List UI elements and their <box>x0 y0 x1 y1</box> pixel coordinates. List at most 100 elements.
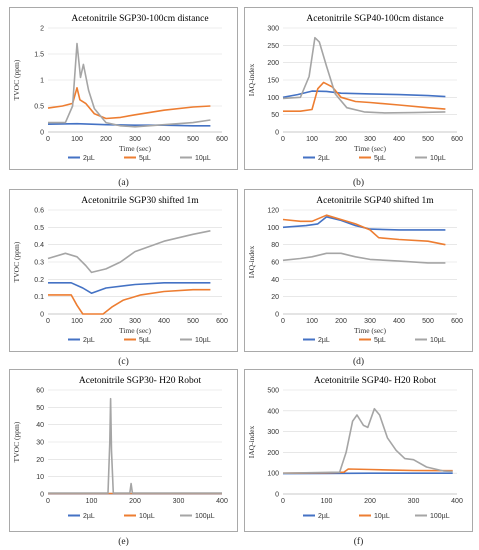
x-tick-label: 300 <box>408 498 420 505</box>
chart-title: Acetonitrile SGP30 shifted 1m <box>81 195 199 206</box>
x-tick-label: 100 <box>86 498 98 505</box>
x-tick-label: 0 <box>281 136 285 143</box>
y-tick-label: 50 <box>271 112 279 119</box>
y-tick-label: 1 <box>40 78 44 85</box>
legend-label: 10µL <box>430 337 446 344</box>
x-tick-label: 200 <box>364 498 376 505</box>
y-tick-label: 0.3 <box>34 260 44 267</box>
x-tick-label: 200 <box>335 318 347 325</box>
y-tick-label: 20 <box>271 294 279 301</box>
x-tick-label: 200 <box>100 136 112 143</box>
x-tick-label: 400 <box>393 318 405 325</box>
y-tick-label: 0 <box>275 312 279 319</box>
y-tick-label: 100 <box>267 95 279 102</box>
x-tick-label: 400 <box>158 318 170 325</box>
y-axis-label: TVOC (ppm) <box>12 59 21 100</box>
y-tick-label: 40 <box>271 277 279 284</box>
panel-caption: (d) <box>352 357 365 367</box>
legend-label: 2µL <box>83 513 95 520</box>
y-tick-label: 0.5 <box>34 225 44 232</box>
y-tick-label: 80 <box>271 242 279 249</box>
y-tick-label: 400 <box>267 408 279 415</box>
chart-svg: Acetonitrile SGP40-100cm distance 0 50 100 1… <box>247 14 463 162</box>
y-tick-label: 50 <box>36 405 44 412</box>
series-line-100µL <box>48 397 222 494</box>
chart-title: Acetonitrile SGP40-100cm distance <box>306 14 443 24</box>
chart-panel-b: Acetonitrile SGP40-100cm distance 0 50 100 1… <box>244 7 473 170</box>
y-axis-label: TVOC (ppm) <box>12 421 21 462</box>
y-tick-label: 200 <box>267 60 279 67</box>
y-tick-label: 500 <box>267 388 279 395</box>
y-tick-label: 20 <box>36 457 44 464</box>
x-tick-label: 100 <box>71 318 83 325</box>
series-line-5µL <box>283 81 446 112</box>
series-line-10µL <box>282 252 446 264</box>
legend-label: 5µL <box>139 155 151 162</box>
y-tick-label: 40 <box>36 422 44 429</box>
legend-label: 2µL <box>83 337 95 344</box>
panel-caption: (b) <box>352 178 365 188</box>
chart-panel-d: Acetonitrile SGP40 shifted 1m 0 20 40 60 80 10… <box>244 189 473 352</box>
x-tick-label: 600 <box>451 318 463 325</box>
chart-title: Acetonitrile SGP30- H20 Robot <box>79 376 202 386</box>
x-tick-label: 300 <box>173 498 185 505</box>
x-tick-label: 500 <box>187 318 199 325</box>
y-tick-label: 0.1 <box>34 294 44 301</box>
legend-label: 100µL <box>195 513 215 520</box>
chart-svg: Acetonitrile SGP30 shifted 1m 0 0.1 0.2 0.3 0… <box>12 195 228 344</box>
y-tick-label: 10 <box>36 474 44 481</box>
y-tick-label: 30 <box>36 440 44 447</box>
series-line-10µL <box>282 36 446 114</box>
legend-label: 5µL <box>139 337 151 344</box>
x-tick-label: 400 <box>393 136 405 143</box>
legend-label: 5µL <box>374 155 386 162</box>
legend-label: 2µL <box>318 513 330 520</box>
legend-label: 2µL <box>318 155 330 162</box>
series-line-10µL <box>48 42 211 128</box>
panel-caption: (f) <box>353 537 364 547</box>
y-tick-label: 0 <box>40 312 44 319</box>
x-tick-label: 0 <box>281 498 285 505</box>
panel-caption: (c) <box>118 357 129 367</box>
series-line-100µL <box>282 407 453 474</box>
y-tick-label: 0 <box>40 130 44 137</box>
legend-label: 5µL <box>374 337 386 344</box>
legend-label: 10µL <box>195 337 211 344</box>
chart-svg: Acetonitrile SGP30- H20 Robot 0 10 20 30 40 50… <box>12 376 228 520</box>
chart-svg: Acetonitrile SGP40- H20 Robot 0 100 200 300 4… <box>247 376 463 520</box>
series-line-2µL <box>47 122 211 127</box>
chart-svg: Acetonitrile SGP30-100cm distance 0 0.5 1 1.… <box>12 14 228 162</box>
x-tick-label: 100 <box>306 136 318 143</box>
y-tick-label: 0.6 <box>34 208 44 215</box>
x-tick-label: 500 <box>187 136 199 143</box>
x-tick-label: 400 <box>158 136 170 143</box>
x-tick-label: 300 <box>129 318 141 325</box>
x-tick-label: 400 <box>216 498 228 505</box>
series-line-2µL <box>282 90 446 99</box>
x-tick-label: 0 <box>46 318 50 325</box>
series-line-5µL <box>282 214 446 246</box>
y-tick-label: 100 <box>267 225 279 232</box>
x-axis-label: Time (sec) <box>119 326 152 335</box>
x-tick-label: 0 <box>46 136 50 143</box>
y-tick-label: 0.4 <box>34 242 44 249</box>
y-axis-label: IAQ-index <box>247 64 256 97</box>
y-tick-label: 300 <box>267 429 279 436</box>
chart-panel-f: Acetonitrile SGP40- H20 Robot 0 100 200 300 4… <box>244 369 473 532</box>
x-tick-label: 200 <box>100 318 112 325</box>
legend-label: 10µL <box>374 513 390 520</box>
x-tick-label: 600 <box>451 136 463 143</box>
y-tick-label: 0 <box>275 492 279 499</box>
x-tick-label: 0 <box>46 498 50 505</box>
y-axis-label: IAQ-index <box>247 426 256 459</box>
y-tick-label: 0 <box>275 130 279 137</box>
x-tick-label: 500 <box>422 136 434 143</box>
y-tick-label: 120 <box>267 208 279 215</box>
x-tick-label: 100 <box>306 318 318 325</box>
y-tick-label: 1.5 <box>34 52 44 59</box>
legend-label: 10µL <box>430 155 446 162</box>
x-tick-label: 600 <box>216 136 228 143</box>
y-axis-label: IAQ-index <box>247 246 256 279</box>
y-tick-label: 60 <box>36 388 44 395</box>
x-axis-label: Time (sec) <box>354 144 387 153</box>
